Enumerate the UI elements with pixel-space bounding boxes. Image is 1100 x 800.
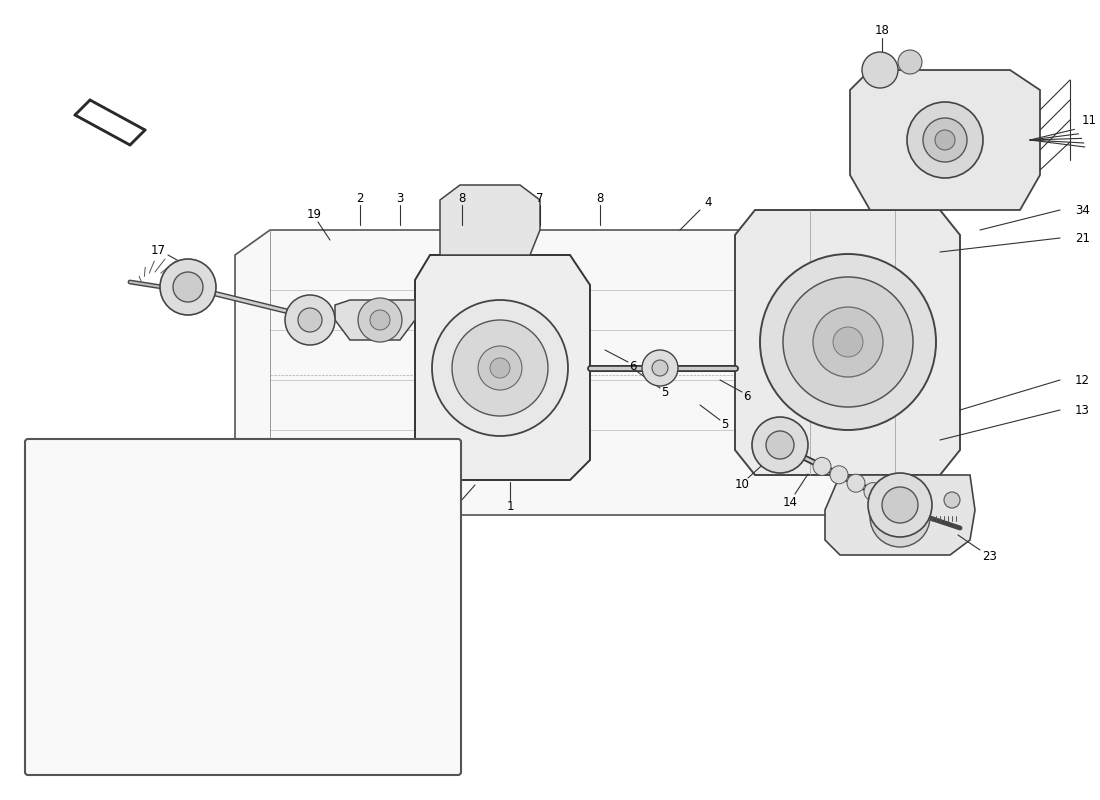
Circle shape xyxy=(870,487,930,547)
Text: 17: 17 xyxy=(151,243,165,257)
Circle shape xyxy=(276,594,296,614)
Circle shape xyxy=(642,350,678,386)
Circle shape xyxy=(944,492,960,508)
Circle shape xyxy=(783,277,913,407)
Circle shape xyxy=(122,548,150,576)
Circle shape xyxy=(251,585,272,605)
Polygon shape xyxy=(735,210,960,475)
Text: 5: 5 xyxy=(722,418,728,430)
Circle shape xyxy=(172,562,197,587)
Circle shape xyxy=(326,612,345,632)
Text: 9: 9 xyxy=(207,650,213,662)
Text: 13: 13 xyxy=(1075,403,1090,417)
Circle shape xyxy=(212,569,238,595)
Circle shape xyxy=(300,603,321,622)
Text: 19: 19 xyxy=(307,209,321,222)
Text: 1: 1 xyxy=(452,502,460,515)
Polygon shape xyxy=(336,300,415,340)
Circle shape xyxy=(752,417,808,473)
Text: 8: 8 xyxy=(459,191,465,205)
Text: 18: 18 xyxy=(874,23,890,37)
Circle shape xyxy=(908,102,983,178)
Polygon shape xyxy=(825,475,975,555)
Text: 12: 12 xyxy=(1075,374,1090,386)
Text: 6: 6 xyxy=(744,390,750,402)
Text: 10: 10 xyxy=(75,610,89,623)
Text: 3: 3 xyxy=(396,191,404,205)
Text: 23: 23 xyxy=(982,550,998,562)
Circle shape xyxy=(350,621,371,641)
Circle shape xyxy=(766,431,794,459)
Text: 16: 16 xyxy=(232,654,248,666)
Text: 19: 19 xyxy=(388,506,404,518)
Circle shape xyxy=(813,307,883,377)
Text: 11: 11 xyxy=(1082,114,1097,126)
Circle shape xyxy=(898,50,922,74)
Polygon shape xyxy=(50,682,104,726)
Circle shape xyxy=(188,566,212,590)
Polygon shape xyxy=(52,490,240,635)
Text: 1: 1 xyxy=(506,499,514,513)
Circle shape xyxy=(199,556,251,608)
Text: 14: 14 xyxy=(782,495,797,509)
Polygon shape xyxy=(440,185,540,255)
Circle shape xyxy=(155,557,182,583)
Circle shape xyxy=(358,298,402,342)
Text: 10: 10 xyxy=(735,478,749,490)
Text: 34: 34 xyxy=(1075,203,1090,217)
Text: eurospares: eurospares xyxy=(321,375,779,445)
Text: 21: 21 xyxy=(1075,231,1090,245)
Circle shape xyxy=(882,487,918,523)
Circle shape xyxy=(830,466,848,484)
Text: 7: 7 xyxy=(537,191,543,205)
Circle shape xyxy=(370,310,390,330)
Polygon shape xyxy=(850,70,1040,210)
Circle shape xyxy=(868,473,932,537)
Polygon shape xyxy=(415,255,590,480)
Circle shape xyxy=(139,552,166,579)
Text: 6: 6 xyxy=(629,359,637,373)
Text: 4: 4 xyxy=(704,197,712,210)
Circle shape xyxy=(452,320,548,416)
Text: OLD SOLUTION: OLD SOLUTION xyxy=(187,735,304,749)
Text: 14: 14 xyxy=(231,670,245,682)
Text: 15: 15 xyxy=(251,654,265,666)
Circle shape xyxy=(366,616,418,668)
Circle shape xyxy=(847,474,865,492)
Circle shape xyxy=(173,272,204,302)
Text: a passion for parts since 1985: a passion for parts since 1985 xyxy=(361,443,739,467)
Circle shape xyxy=(80,534,136,590)
Circle shape xyxy=(379,629,405,655)
FancyBboxPatch shape xyxy=(25,439,461,775)
Circle shape xyxy=(432,300,568,436)
Circle shape xyxy=(160,259,216,315)
Circle shape xyxy=(204,570,228,594)
Text: 5: 5 xyxy=(661,386,669,398)
Polygon shape xyxy=(235,230,920,515)
Circle shape xyxy=(923,118,967,162)
Circle shape xyxy=(298,308,322,332)
Circle shape xyxy=(285,295,336,345)
Text: SOLUZIONE SUPERATA: SOLUZIONE SUPERATA xyxy=(157,715,332,729)
Text: 2: 2 xyxy=(356,191,364,205)
Circle shape xyxy=(886,502,915,532)
Circle shape xyxy=(864,482,882,501)
Circle shape xyxy=(833,327,864,357)
Circle shape xyxy=(760,254,936,430)
Circle shape xyxy=(652,360,668,376)
Circle shape xyxy=(935,130,955,150)
Circle shape xyxy=(490,358,510,378)
Circle shape xyxy=(813,458,830,475)
Circle shape xyxy=(862,52,898,88)
Circle shape xyxy=(94,548,122,576)
Polygon shape xyxy=(75,100,145,145)
Text: 8: 8 xyxy=(596,191,604,205)
Circle shape xyxy=(478,346,522,390)
